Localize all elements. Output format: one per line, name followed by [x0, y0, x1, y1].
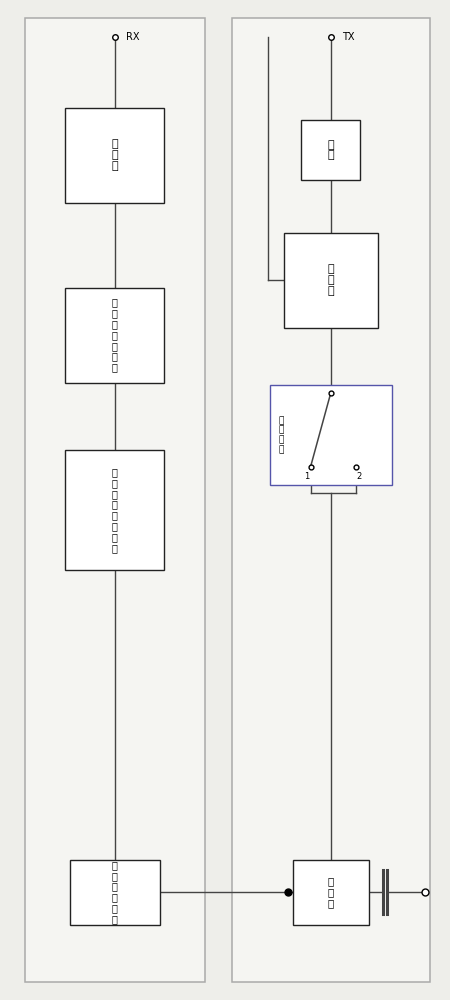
Bar	[70, 859, 160, 924]
Text: 2: 2	[356, 472, 362, 481]
Text: RX: RX	[126, 32, 140, 42]
Text: 开
关
电
路: 开 关 电 路	[279, 416, 284, 454]
Bar	[25, 18, 205, 982]
Text: 1: 1	[304, 472, 310, 481]
Text: 计
数
器: 计 数 器	[328, 264, 334, 296]
Bar	[284, 232, 378, 328]
Bar	[65, 107, 164, 202]
Text: TX: TX	[342, 32, 355, 42]
Text: 过
压
保
护
电
路: 过 压 保 护 电 路	[112, 860, 118, 924]
Bar	[65, 288, 164, 382]
Bar	[302, 120, 360, 180]
Text: 滤
波: 滤 波	[328, 140, 334, 160]
Bar	[270, 385, 392, 485]
Text: 鉴
电
频
率
鉴
别
器: 鉴 电 频 率 鉴 别 器	[112, 298, 118, 372]
Bar	[292, 859, 369, 924]
Bar	[65, 450, 164, 570]
Bar	[232, 18, 430, 982]
Text: 耦
合
器: 耦 合 器	[328, 876, 334, 908]
Text: 锁
相
环: 锁 相 环	[112, 139, 118, 171]
Text: 调
制
信
号
放
大
电
路: 调 制 信 号 放 大 电 路	[112, 467, 118, 553]
